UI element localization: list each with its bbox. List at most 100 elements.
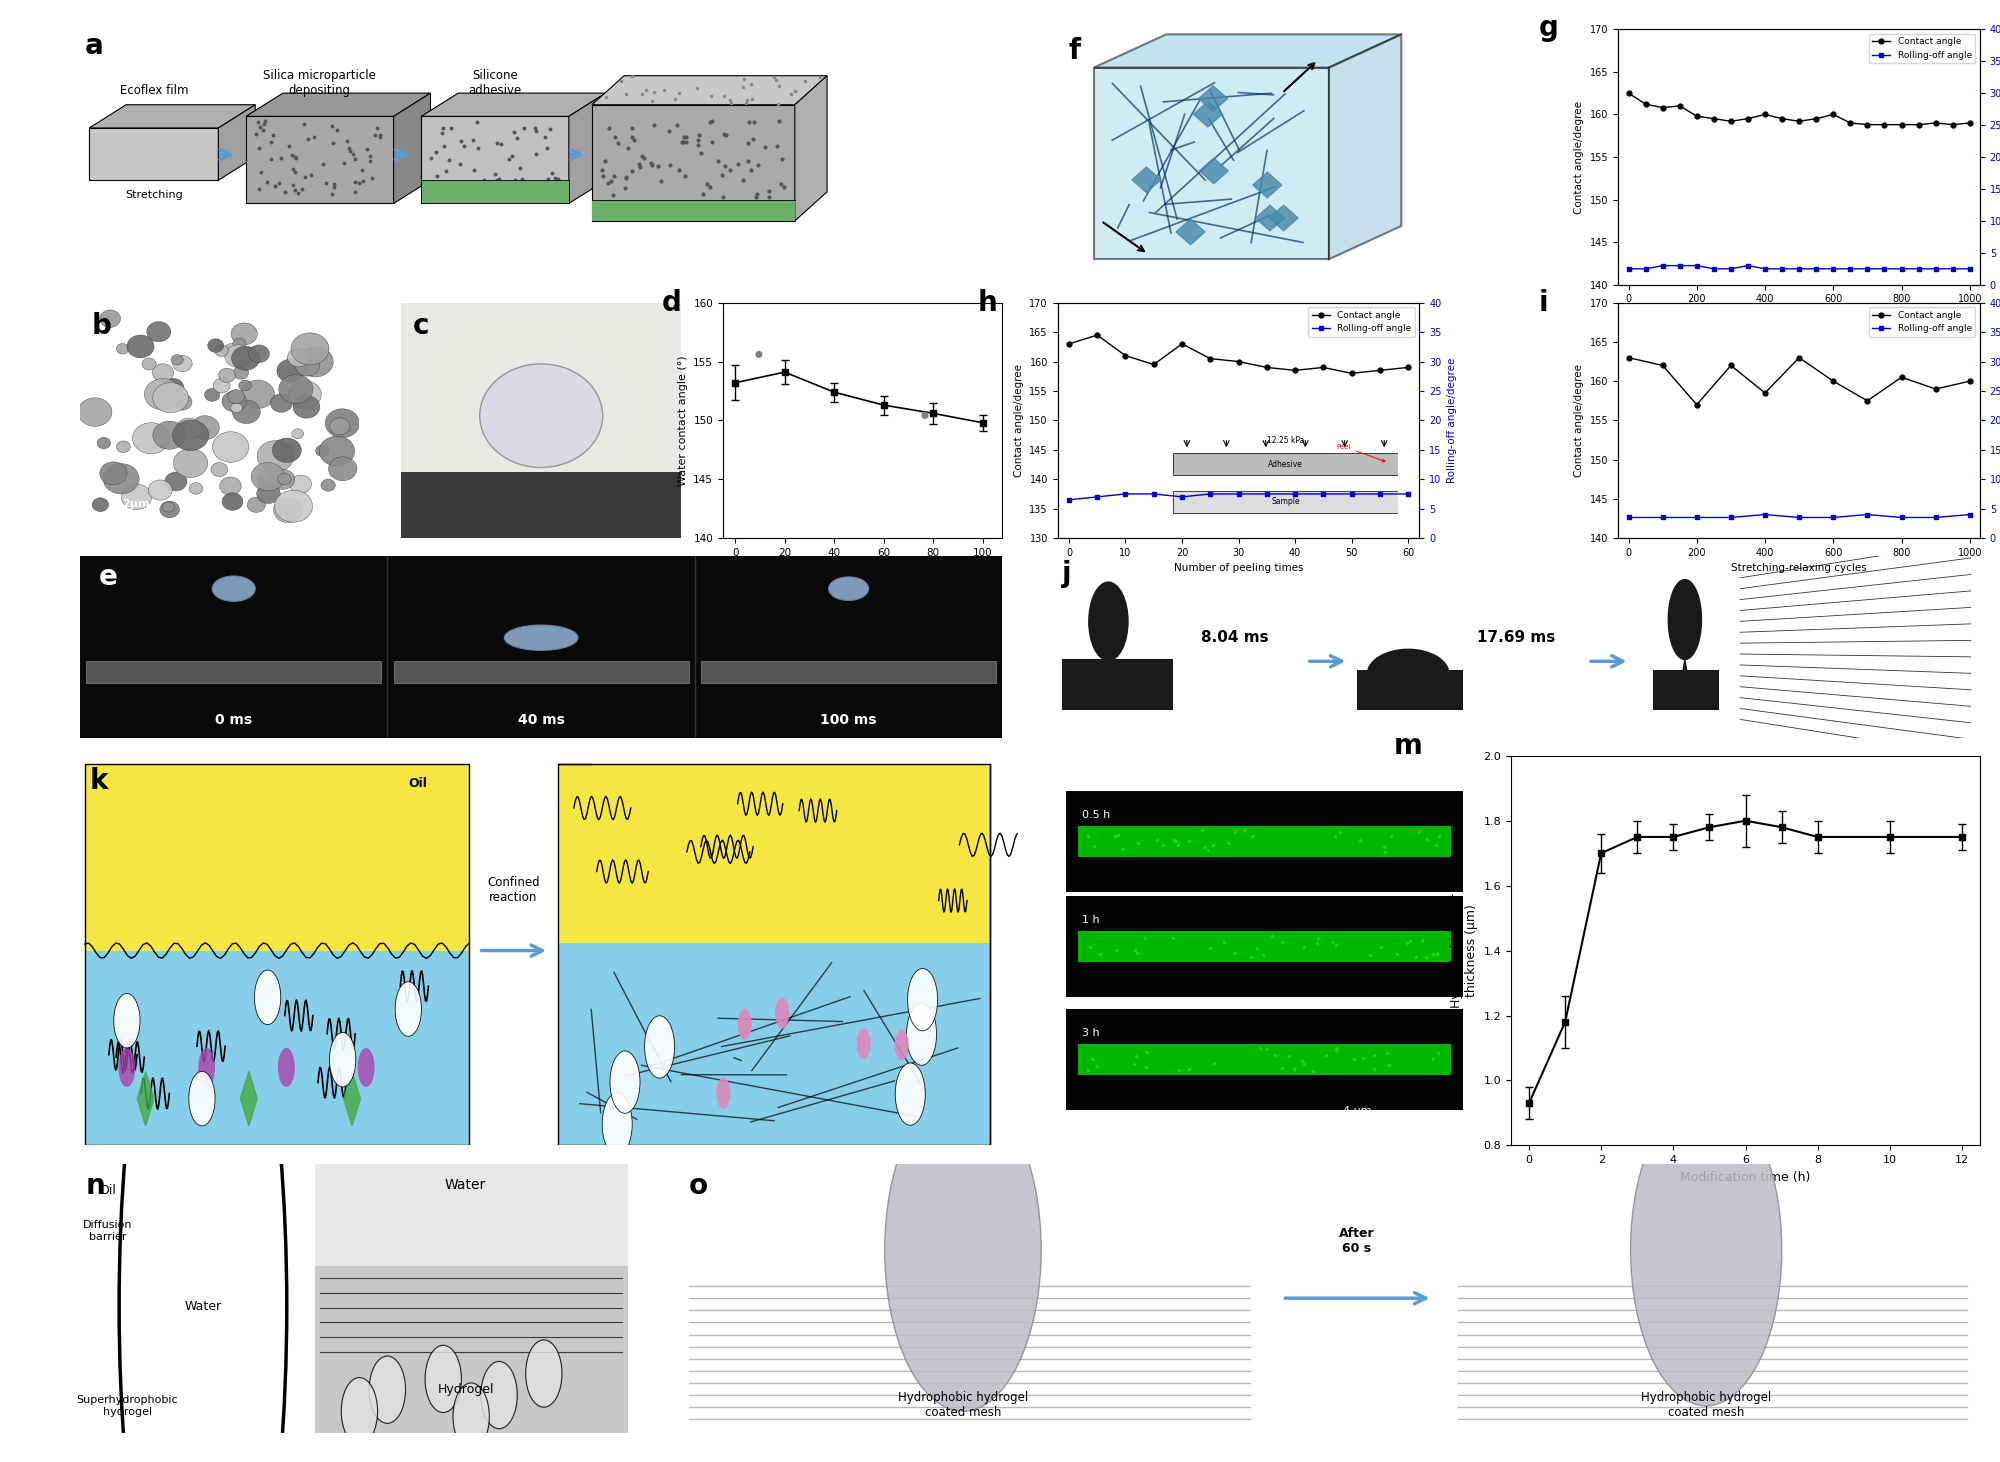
Polygon shape (1270, 205, 1298, 231)
Contact angle (1856, 115, 1880, 133)
Text: b: b (92, 311, 112, 341)
Legend: Contact angle, Rolling-off angle: Contact angle, Rolling-off angle (1868, 34, 1976, 63)
Circle shape (320, 436, 354, 466)
Contact angle (1254, 358, 1278, 376)
Polygon shape (422, 94, 606, 117)
Circle shape (328, 456, 356, 481)
Rolling-off angle (1856, 260, 1880, 278)
Circle shape (204, 389, 220, 401)
Rolling-off angle (1838, 260, 1862, 278)
Circle shape (172, 355, 184, 366)
Circle shape (98, 437, 110, 449)
Text: i: i (1538, 288, 1548, 317)
Ellipse shape (370, 1357, 406, 1424)
Rolling-off angle (1056, 491, 1080, 509)
Contact angle (1856, 392, 1880, 409)
Circle shape (190, 482, 202, 494)
Contact angle (1754, 105, 1778, 123)
Polygon shape (1200, 158, 1228, 184)
Text: g: g (1538, 15, 1558, 42)
Rolling-off angle (1650, 509, 1674, 526)
Circle shape (232, 338, 246, 349)
Rolling-off angle (1368, 485, 1392, 503)
Text: 3 h: 3 h (1082, 1028, 1100, 1038)
Rolling-off angle (1736, 257, 1760, 275)
Polygon shape (1094, 67, 1328, 259)
Polygon shape (568, 94, 606, 203)
Circle shape (270, 393, 292, 412)
Text: ⬤: ⬤ (920, 412, 928, 418)
Circle shape (274, 490, 312, 522)
Text: d: d (662, 288, 682, 317)
Line: Rolling-off angle: Rolling-off angle (1626, 512, 1972, 520)
Rolling-off angle (1650, 257, 1674, 275)
Circle shape (278, 474, 292, 484)
Ellipse shape (480, 1361, 518, 1428)
Bar (1078, 931, 1452, 962)
Text: Confined
reaction: Confined reaction (488, 876, 540, 904)
Circle shape (248, 497, 266, 513)
Bar (1078, 1044, 1452, 1075)
Polygon shape (138, 1072, 154, 1126)
Circle shape (172, 393, 192, 411)
Circle shape (316, 444, 330, 456)
Circle shape (296, 355, 320, 376)
Line: Contact angle: Contact angle (1626, 355, 1972, 406)
Circle shape (326, 409, 360, 437)
Ellipse shape (358, 1048, 374, 1086)
X-axis label: Stretching-relaxing cycles: Stretching-relaxing cycles (1732, 563, 1868, 573)
Contact angle (1142, 355, 1166, 373)
Text: Ecoflex film: Ecoflex film (120, 83, 188, 96)
Polygon shape (1328, 34, 1402, 259)
Circle shape (100, 310, 120, 327)
Ellipse shape (426, 1345, 462, 1412)
Text: j: j (1062, 560, 1072, 588)
Circle shape (104, 463, 140, 494)
Text: 0.5 h: 0.5 h (1082, 810, 1110, 820)
Contact angle (1086, 326, 1110, 344)
Circle shape (190, 415, 220, 440)
Circle shape (144, 379, 182, 409)
Rolling-off angle (1856, 506, 1880, 523)
Rolling-off angle (1616, 509, 1640, 526)
Text: Silicone
adhesive: Silicone adhesive (468, 69, 522, 96)
Circle shape (116, 344, 128, 354)
Ellipse shape (198, 1048, 216, 1086)
Ellipse shape (644, 1016, 674, 1077)
Text: n: n (86, 1171, 106, 1200)
Line: Contact angle: Contact angle (1626, 91, 1972, 127)
Contact angle (1650, 357, 1674, 374)
Circle shape (258, 440, 294, 472)
Circle shape (218, 368, 236, 383)
Rolling-off angle (1718, 260, 1742, 278)
Circle shape (294, 396, 320, 418)
Text: Hydrophobic hydrogel
coated mesh: Hydrophobic hydrogel coated mesh (1642, 1392, 1772, 1420)
Polygon shape (1256, 205, 1284, 231)
Circle shape (224, 345, 252, 367)
Circle shape (232, 346, 260, 370)
Ellipse shape (856, 1028, 870, 1060)
Ellipse shape (504, 624, 578, 651)
Circle shape (224, 344, 240, 358)
Bar (702, 661, 996, 683)
Rolling-off angle (1804, 260, 1828, 278)
Circle shape (240, 380, 274, 408)
Contact angle (1616, 85, 1640, 102)
Rolling-off angle (1872, 260, 1896, 278)
Circle shape (208, 339, 224, 352)
Bar (394, 661, 688, 683)
X-axis label: Strain (%): Strain (%) (832, 563, 892, 576)
Polygon shape (794, 76, 828, 221)
Rolling-off angle (1340, 485, 1364, 503)
Text: Oil: Oil (100, 1184, 116, 1197)
Circle shape (234, 367, 248, 379)
Text: 17.69 ms: 17.69 ms (1478, 630, 1556, 645)
Circle shape (256, 484, 280, 503)
Bar (86, 661, 382, 683)
Contact angle (1788, 113, 1812, 130)
Text: f: f (1068, 37, 1080, 64)
Contact angle (1890, 368, 1914, 386)
Circle shape (214, 345, 228, 357)
Text: 1 h: 1 h (1082, 915, 1100, 925)
Line: Contact angle: Contact angle (1066, 333, 1410, 376)
